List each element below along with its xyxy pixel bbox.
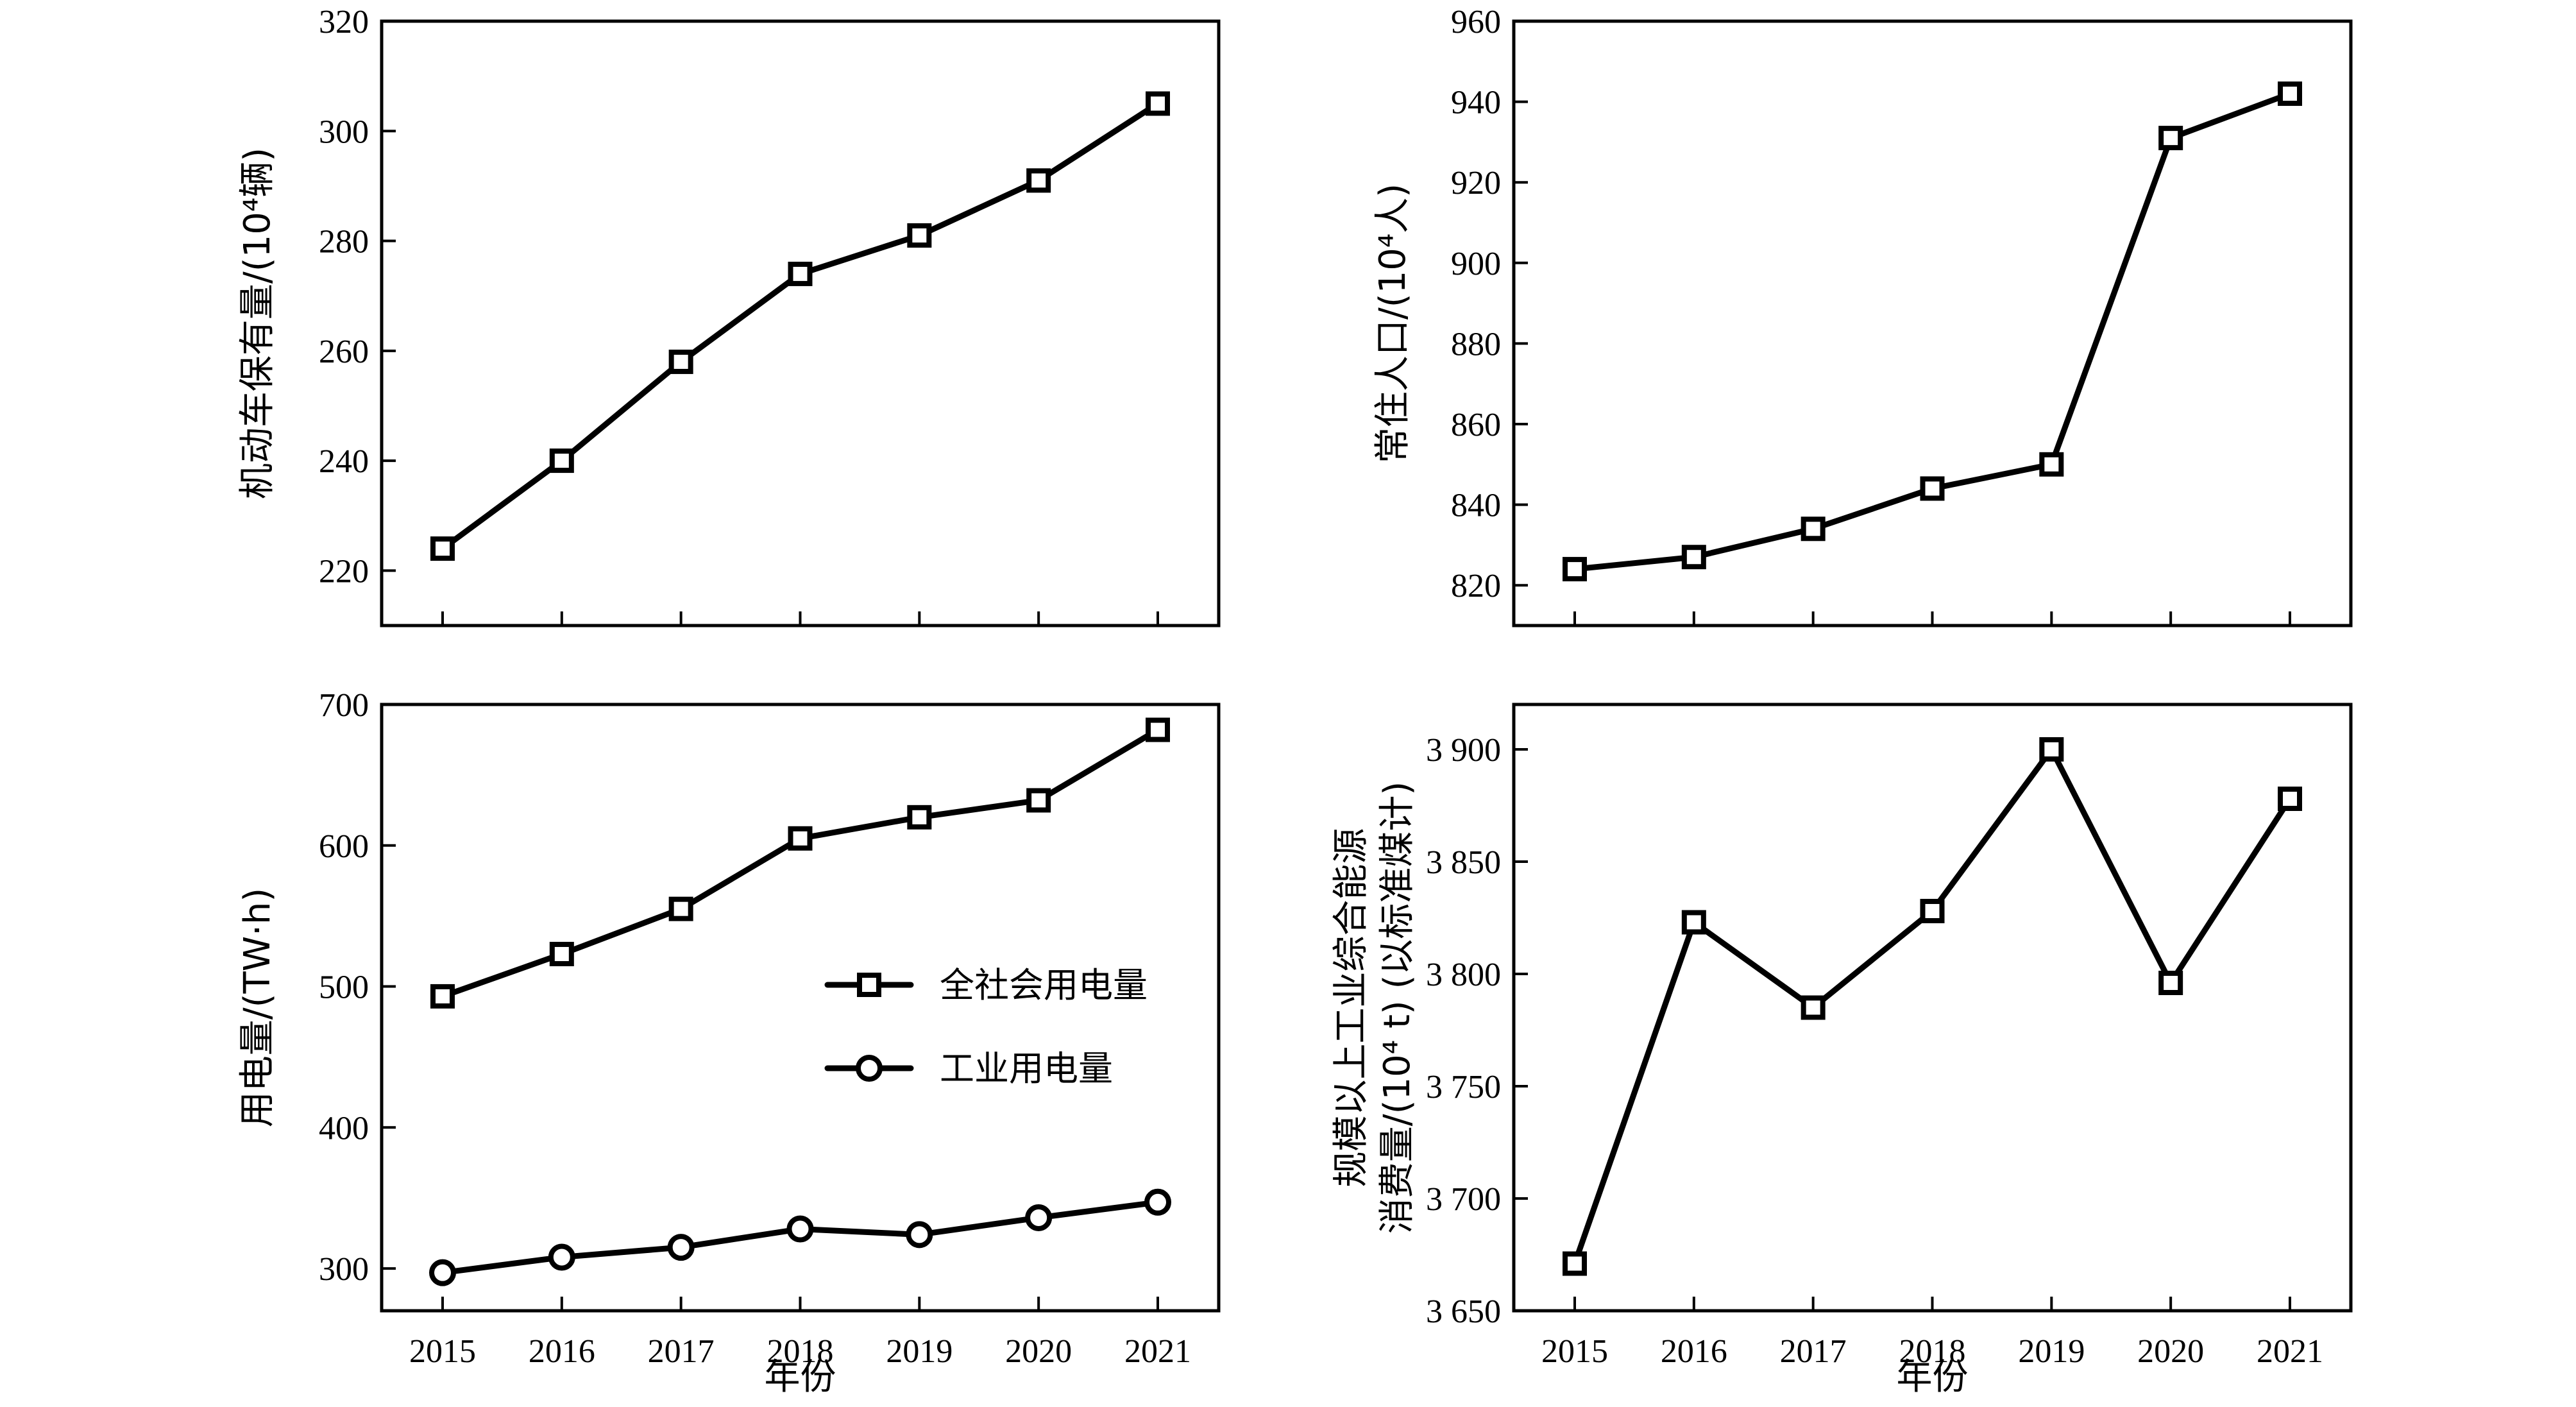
data-point-square — [2158, 971, 2183, 995]
y-tick-label: 240 — [319, 443, 369, 480]
x-tick-label: 2018 — [1899, 1333, 1966, 1370]
data-point-square — [1563, 1251, 1587, 1276]
data-point-square — [1920, 476, 1945, 501]
data-point-square — [668, 896, 693, 921]
y-tick-label: 820 — [1451, 568, 1501, 604]
y-tick-label: 880 — [1451, 326, 1501, 362]
x-axis-label: 年份 — [1897, 1356, 1969, 1398]
y-tick-label: 960 — [1451, 4, 1501, 40]
y-axis-label: 常住人口/(10⁴人) — [1372, 183, 1414, 463]
y-tick-label: 3 650 — [1426, 1293, 1501, 1330]
data-point-circle — [429, 1259, 456, 1286]
data-point-square — [2278, 81, 2302, 107]
data-point-square — [1146, 717, 1170, 742]
data-point-square — [549, 941, 574, 966]
series-line-1 — [1572, 746, 2293, 1266]
y-axis-label: 消费量/(10⁴ t) (以标准煤计) — [1377, 781, 1418, 1234]
y-tick-label: 260 — [319, 334, 369, 370]
y-axis-label: 规模以上工业综合能源 — [1330, 828, 1372, 1188]
plot-frame — [380, 19, 1221, 627]
x-tick-label: 2021 — [2257, 1333, 2323, 1370]
y-tick-label: 600 — [319, 828, 369, 865]
x-axis-label: 年份 — [765, 1356, 836, 1398]
plot-frame — [1512, 19, 2353, 627]
chart-panel-2: 820 840 860 880 900 920 940 960 常住人口/(10⁴人) — [1372, 4, 2353, 627]
y-tick-label: 500 — [319, 969, 369, 1006]
data-point-square — [907, 805, 932, 830]
y-tick-label: 3 800 — [1426, 957, 1501, 993]
x-tick-label: 2015 — [409, 1333, 476, 1370]
data-point-circle — [1025, 1204, 1053, 1231]
legend-label: 全社会用电量 — [940, 965, 1148, 1005]
x-tick-label: 2021 — [1124, 1333, 1191, 1370]
data-point-square — [2158, 126, 2183, 151]
chart-panel-4: 3 650 3 700 3 750 3 800 3 850 3 900 2015 2016 20… — [1330, 703, 2353, 1398]
legend-label: 工业用电量 — [940, 1048, 1113, 1089]
data-point-square — [1920, 899, 1945, 923]
y-tick-label: 300 — [319, 1251, 369, 1288]
data-point-square — [1681, 910, 1706, 935]
x-tick-label: 2020 — [1005, 1333, 1072, 1370]
data-point-circle — [1144, 1188, 1171, 1216]
x-tick-label: 2017 — [1780, 1333, 1847, 1370]
x-tick-label: 2018 — [767, 1333, 834, 1370]
y-tick-label: 700 — [319, 687, 369, 724]
data-point-circle — [667, 1234, 695, 1261]
data-point-square — [1146, 91, 1170, 116]
data-point-square — [788, 261, 813, 286]
chart-panel-3: 300 400 500 600 700 2015 2016 2017 2018 2019 2020 2… — [237, 687, 1221, 1398]
y-axis-label: 机动车保有量/(10⁴辆) — [237, 148, 278, 499]
data-point-square — [1026, 168, 1051, 193]
y-tick-label: 940 — [1451, 85, 1501, 121]
y-tick-label: 280 — [319, 224, 369, 260]
data-point-square — [1801, 516, 1826, 541]
y-tick-label: 220 — [319, 553, 369, 590]
data-point-circle — [786, 1215, 814, 1243]
data-point-square — [2039, 452, 2064, 477]
data-point-square — [1681, 545, 1706, 570]
y-tick-label: 400 — [319, 1110, 369, 1147]
x-tick-label: 2019 — [2018, 1333, 2085, 1370]
data-point-square — [1563, 557, 1587, 582]
y-axis-label: 用电量/(TW·h) — [237, 888, 278, 1127]
y-tick-label: 3 850 — [1426, 844, 1501, 881]
plot-frame — [1512, 703, 2353, 1313]
data-point-square — [1801, 995, 1826, 1020]
x-tick-label: 2015 — [1541, 1333, 1608, 1370]
y-tick-label: 860 — [1451, 407, 1501, 443]
x-tick-label: 2016 — [1661, 1333, 1727, 1370]
y-tick-label: 900 — [1451, 246, 1501, 282]
y-tick-label: 920 — [1451, 165, 1501, 201]
y-tick-label: 320 — [319, 4, 369, 40]
data-point-square — [907, 223, 932, 248]
legend-marker-square — [857, 973, 881, 997]
legend-marker-circle — [856, 1055, 883, 1082]
x-tick-label: 2016 — [529, 1333, 595, 1370]
data-point-square — [549, 448, 574, 473]
data-point-circle — [906, 1221, 933, 1249]
y-tick-label: 300 — [319, 114, 369, 150]
data-point-square — [668, 349, 693, 374]
data-point-square — [2039, 737, 2064, 762]
y-tick-label: 840 — [1451, 488, 1501, 524]
y-tick-label: 3 900 — [1426, 732, 1501, 769]
chart-panel-1: 220 240 260 280 300 320 机动车保有量/(10⁴辆) — [237, 4, 1221, 627]
y-tick-label: 3 700 — [1426, 1181, 1501, 1218]
data-point-square — [1026, 788, 1051, 813]
data-point-square — [430, 536, 455, 561]
x-tick-label: 2017 — [648, 1333, 715, 1370]
data-point-circle — [548, 1243, 575, 1271]
y-tick-label: 3 750 — [1426, 1069, 1501, 1105]
x-tick-label: 2020 — [2137, 1333, 2204, 1370]
data-point-square — [430, 984, 455, 1009]
data-point-square — [2278, 787, 2302, 811]
data-point-square — [788, 826, 813, 851]
x-tick-label: 2019 — [886, 1333, 953, 1370]
